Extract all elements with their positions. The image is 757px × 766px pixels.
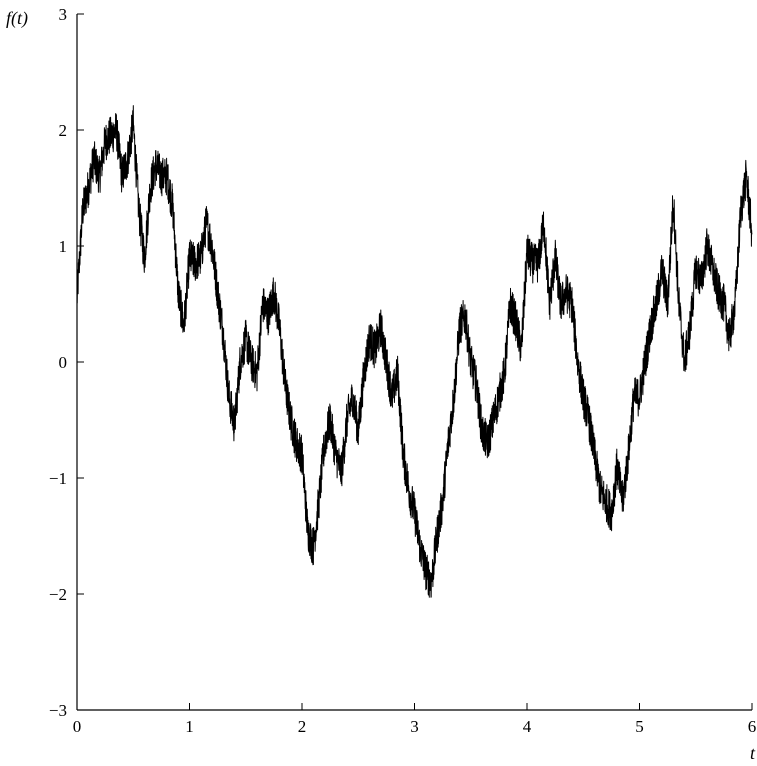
y-tick-label: 2 bbox=[59, 121, 68, 140]
y-tick-label: −3 bbox=[49, 701, 67, 720]
series-group bbox=[76, 105, 753, 598]
y-tick-label: −1 bbox=[49, 469, 67, 488]
x-tick-label: 2 bbox=[298, 717, 307, 736]
x-tick-label: 6 bbox=[748, 717, 757, 736]
x-axis-label: t bbox=[750, 743, 756, 763]
axes bbox=[76, 14, 752, 711]
x-tick-label: 4 bbox=[523, 717, 532, 736]
y-tick-label: 0 bbox=[59, 353, 68, 372]
x-tick-label: 5 bbox=[635, 717, 644, 736]
x-tick-label: 0 bbox=[73, 717, 82, 736]
series-line bbox=[76, 105, 753, 598]
y-axis-label: f(t) bbox=[6, 8, 28, 29]
y-tick-label: 3 bbox=[59, 5, 68, 24]
y-tick-label: −2 bbox=[49, 585, 67, 604]
ticks: 0 1 2 3 4 5 6 3 2 1 0 −1 −2 −3 bbox=[49, 5, 756, 736]
x-tick-label: 3 bbox=[410, 717, 419, 736]
x-tick-label: 1 bbox=[185, 717, 194, 736]
y-tick-label: 1 bbox=[59, 237, 68, 256]
